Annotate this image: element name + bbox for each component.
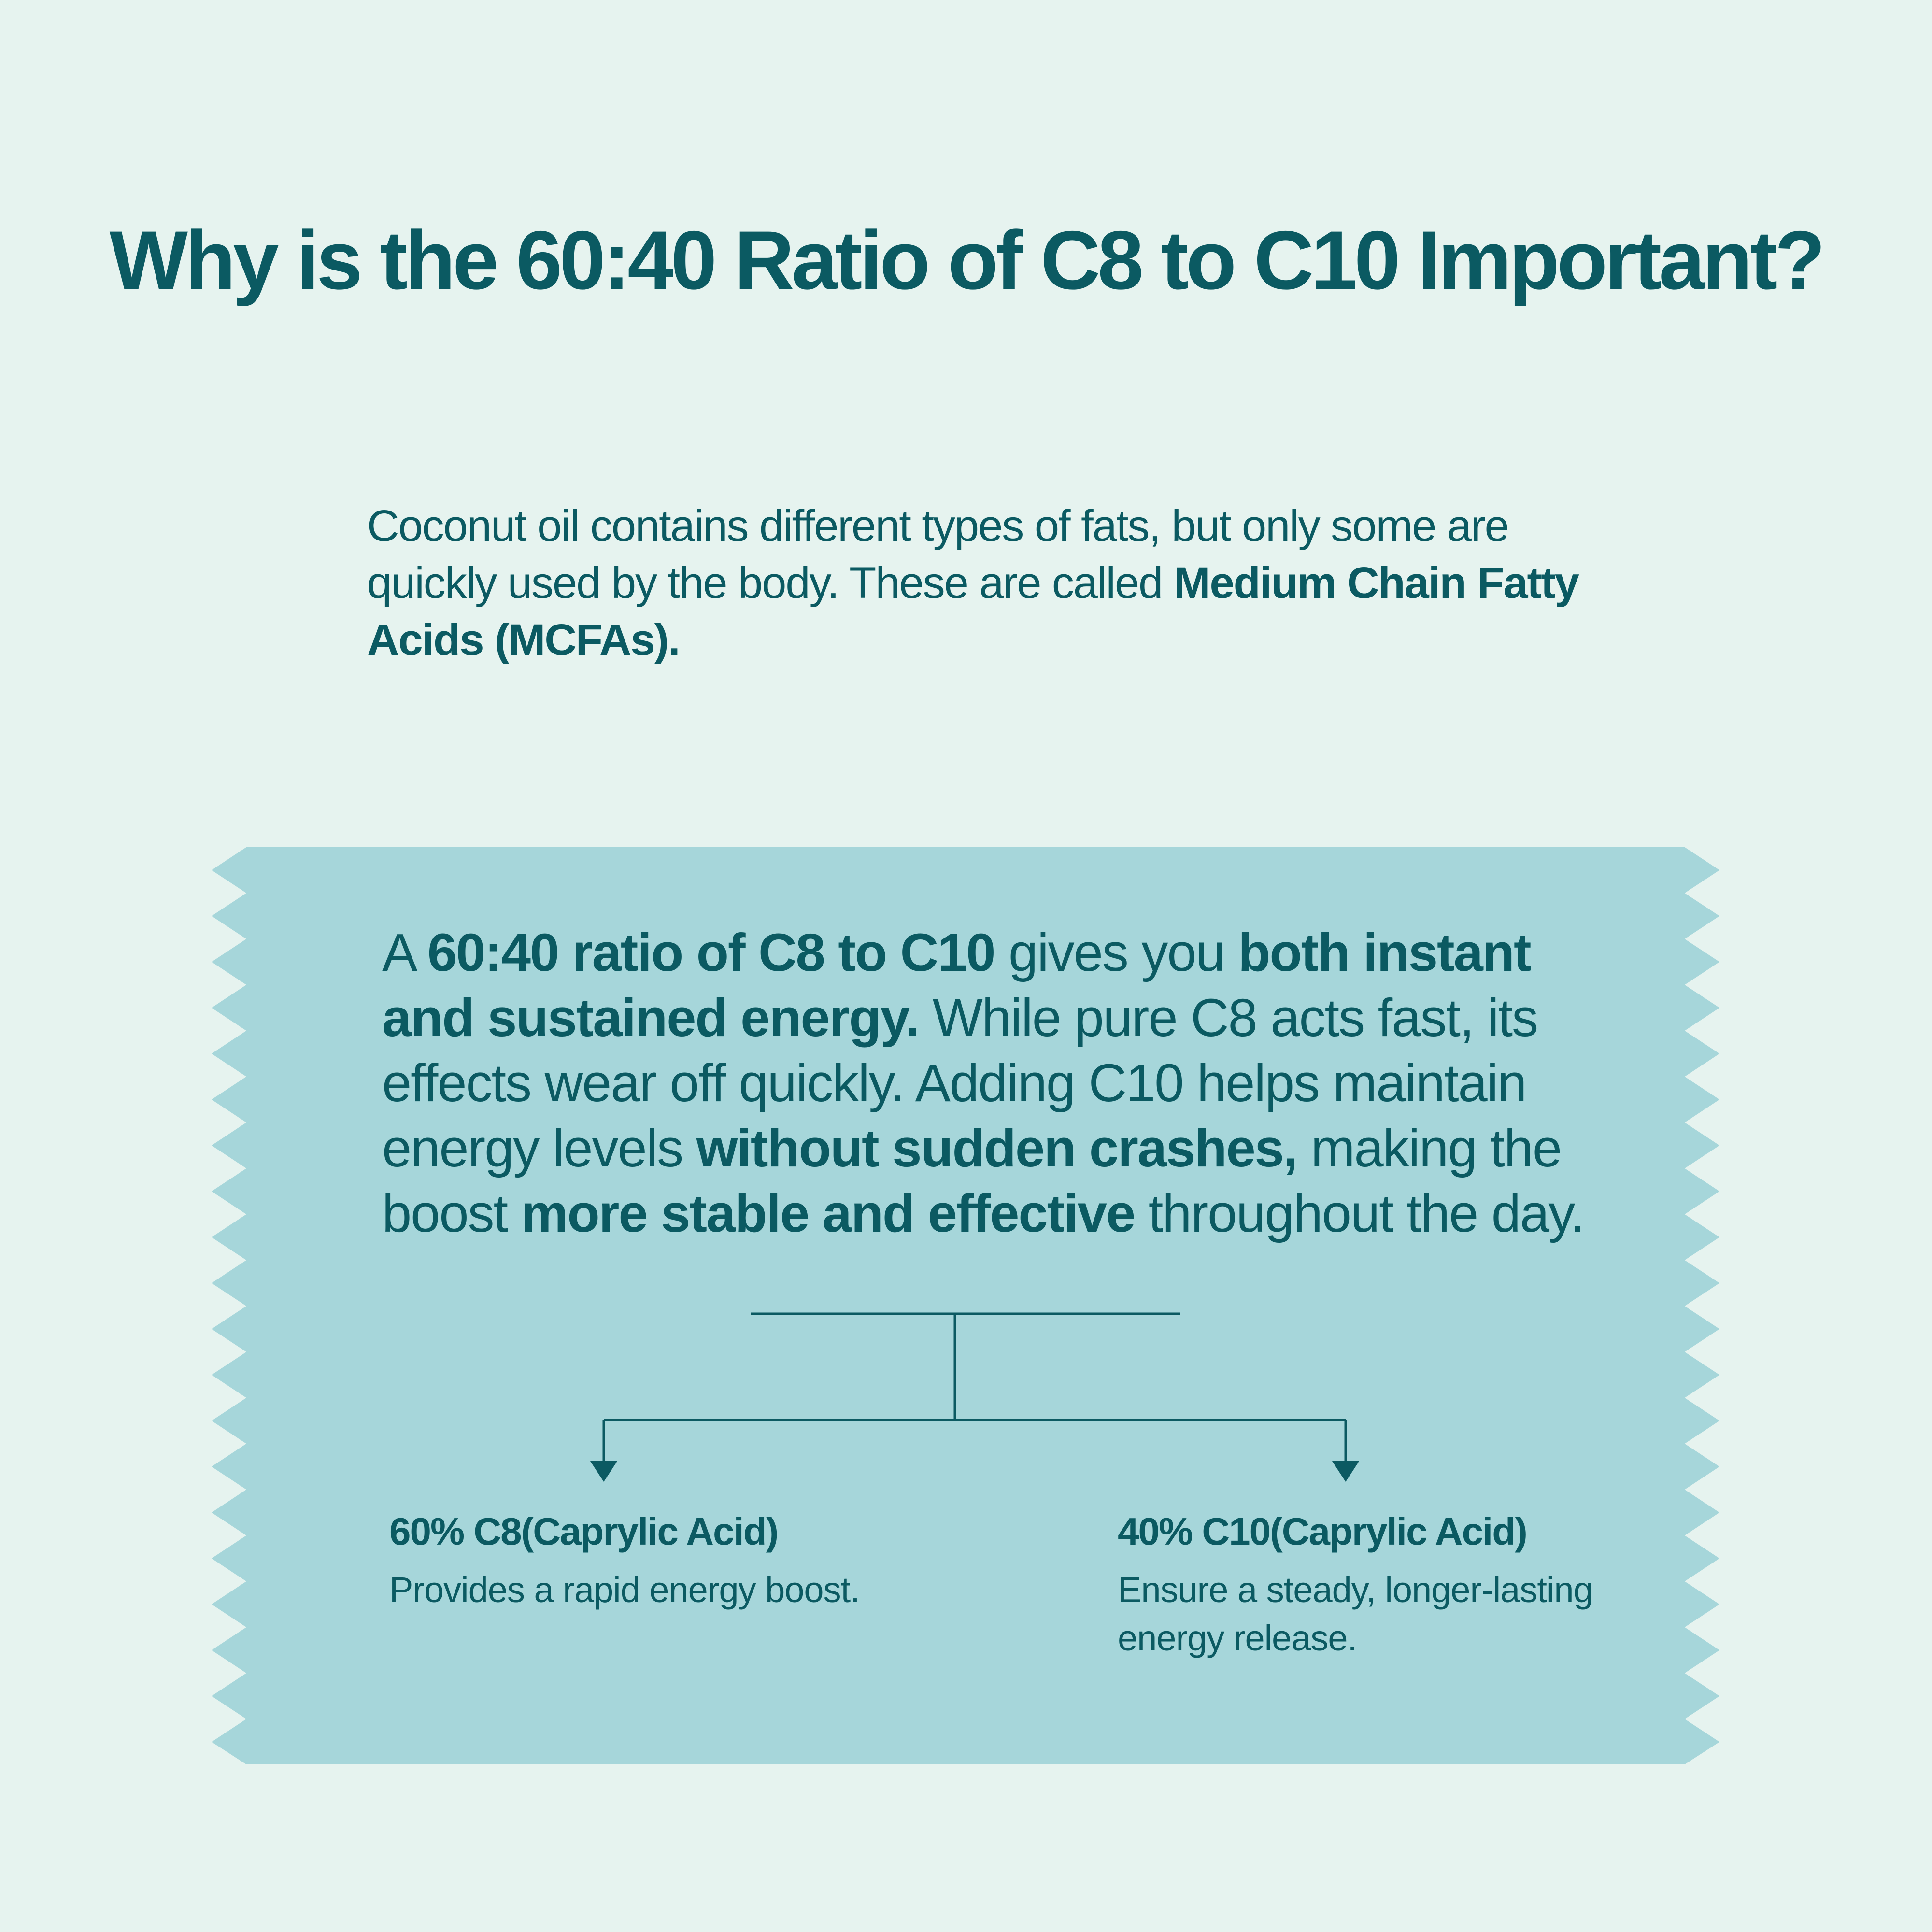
highlight: without sudden crashes, [696,1119,1298,1178]
c8-title: 60% C8(Caprylic Acid) [389,1510,779,1553]
c10-option: 40% C10(Caprylic Acid) Ensure a steady, … [1118,1509,1673,1662]
text: While pure C8 acts fast, its effects wea… [382,988,1538,1178]
text: making the boost [382,1119,1562,1243]
zigzag-panel [212,847,1719,1764]
text: gives you [994,923,1238,982]
intro-paragraph: Coconut oil contains different types of … [367,497,1623,668]
intro-highlight: Medium Chain Fatty Acids (MCFAs). [367,558,1579,665]
ratio-paragraph: A 60:40 ratio of C8 to C10 gives you bot… [382,920,1590,1246]
c10-title: 40% C10(Caprylic Acid) [1118,1510,1528,1553]
text: throughout the day. [1135,1184,1585,1243]
highlight: more stable and effective [521,1184,1136,1243]
arrow-down-icon [1332,1461,1359,1482]
c8-option: 60% C8(Caprylic Acid) Provides a rapid e… [389,1509,1017,1614]
page-title: Why is the 60:40 Ratio of C8 to C10 Impo… [109,214,1826,307]
arrow-down-icon [590,1461,617,1482]
text: A [382,923,427,982]
highlight: both instant and sustained energy. [382,923,1532,1048]
c10-description: Ensure a steady, longer-lasting energy r… [1118,1570,1593,1658]
c8-description: Provides a rapid energy boost. [389,1570,860,1610]
highlight: 60:40 ratio of C8 to C10 [427,923,996,982]
intro-text: Coconut oil contains different types of … [367,501,1509,608]
